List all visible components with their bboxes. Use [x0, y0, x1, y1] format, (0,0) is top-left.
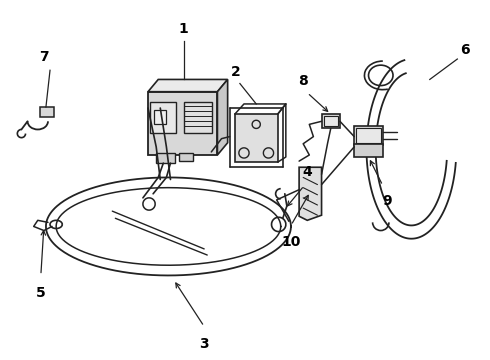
Bar	[356, 129, 381, 143]
Text: 8: 8	[298, 73, 308, 87]
Text: 1: 1	[179, 22, 189, 36]
Polygon shape	[218, 80, 228, 155]
Text: 10: 10	[281, 235, 301, 249]
Bar	[184, 102, 212, 132]
Polygon shape	[235, 114, 278, 162]
Text: 6: 6	[461, 43, 470, 57]
Polygon shape	[299, 167, 321, 220]
Polygon shape	[148, 80, 228, 92]
Bar	[323, 116, 338, 126]
Bar	[179, 153, 193, 161]
Bar	[40, 107, 54, 117]
Text: 2: 2	[231, 66, 241, 80]
Text: 3: 3	[199, 337, 209, 351]
Bar	[148, 92, 218, 155]
Text: 4: 4	[302, 166, 312, 180]
Text: 9: 9	[382, 194, 392, 208]
Text: 5: 5	[36, 285, 46, 300]
Bar	[156, 153, 174, 163]
Text: 7: 7	[39, 50, 49, 64]
Bar	[321, 114, 340, 129]
Bar	[354, 144, 383, 157]
Bar	[354, 126, 383, 145]
Bar	[154, 110, 167, 124]
Bar	[150, 102, 175, 132]
